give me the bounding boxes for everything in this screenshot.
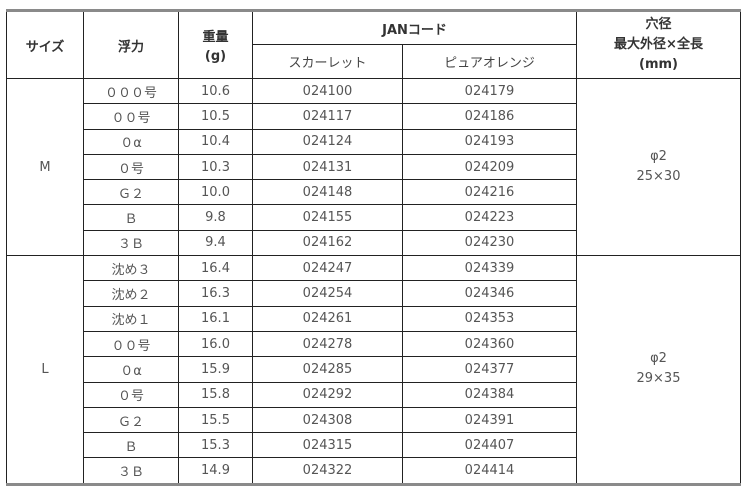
table-row: ０α 10.4 024124 024193 <box>7 128 741 155</box>
scarlet-jan-cell: 024322 <box>252 457 403 485</box>
table-row: ０号 15.8 024292 024384 <box>7 381 741 408</box>
buoyancy-cell: 沈め２ <box>83 280 179 307</box>
header-buoyancy: 浮力 <box>83 10 179 79</box>
table-row: ３Ｂ 9.4 024162 024230 <box>7 229 741 257</box>
size-cell: L <box>6 255 84 485</box>
table-row: 沈め１ 16.1 024261 024353 <box>7 305 741 332</box>
scarlet-jan-cell: 024148 <box>252 179 403 206</box>
table-row: ３Ｂ 14.9 024322 024414 <box>7 457 741 485</box>
orange-jan-cell: 024209 <box>402 153 577 181</box>
buoyancy-cell: 沈め１ <box>83 305 179 332</box>
size-cell: M <box>6 77 84 257</box>
weight-cell: 16.3 <box>178 280 253 307</box>
buoyancy-cell: ０α <box>83 128 179 155</box>
header-hole-line3: (mm) <box>639 57 678 72</box>
spec-table: サイズ 浮力 重量 (g) JANコード 穴径 最大外径×全長 (mm) スカー… <box>6 9 741 486</box>
weight-cell: 15.5 <box>178 406 253 434</box>
scarlet-jan-cell: 024124 <box>252 128 403 155</box>
orange-jan-cell: 024391 <box>402 406 577 434</box>
weight-cell: 16.0 <box>178 330 253 358</box>
hole-cell: φ2 25×30 <box>576 77 741 257</box>
orange-jan-cell: 024179 <box>402 77 577 105</box>
hole-cell: φ2 29×35 <box>576 255 741 485</box>
buoyancy-cell: ０号 <box>83 381 179 408</box>
buoyancy-cell: 沈め３ <box>83 255 179 282</box>
buoyancy-cell: ３Ｂ <box>83 457 179 485</box>
scarlet-jan-cell: 024117 <box>252 103 403 130</box>
weight-cell: 10.3 <box>178 153 253 181</box>
buoyancy-cell: Ｂ <box>83 432 179 459</box>
header-hole-line1: 穴径 <box>645 17 672 32</box>
header-weight-unit: (g) <box>204 49 227 64</box>
orange-jan-cell: 024186 <box>402 103 577 130</box>
table-row: M ０００号 10.6 024100 024179 φ2 25×30 <box>6 77 741 257</box>
orange-jan-cell: 024339 <box>402 255 577 282</box>
orange-jan-cell: 024384 <box>402 381 577 408</box>
scarlet-jan-cell: 024292 <box>252 381 403 408</box>
weight-cell: 9.4 <box>178 229 253 257</box>
buoyancy-cell: ０００号 <box>83 77 179 105</box>
scarlet-jan-cell: 024131 <box>252 153 403 181</box>
scarlet-jan-cell: 024308 <box>252 406 403 434</box>
weight-cell: 10.6 <box>178 77 253 105</box>
table-row: Ｂ 15.3 024315 024407 <box>7 432 741 459</box>
buoyancy-cell: Ｂ <box>83 204 179 231</box>
weight-cell: 15.3 <box>178 432 253 459</box>
buoyancy-cell: Ｇ２ <box>83 179 179 206</box>
hole-diameter: φ2 <box>650 149 667 165</box>
scarlet-jan-cell: 024261 <box>252 305 403 332</box>
weight-cell: 10.5 <box>178 103 253 130</box>
table-row: Ｂ 9.8 024155 024223 <box>7 204 741 231</box>
header-scarlet: スカーレット <box>252 44 403 79</box>
header-pure-orange: ピュアオレンジ <box>402 44 577 79</box>
dimensions: 29×35 <box>636 371 681 387</box>
buoyancy-cell: ００号 <box>83 103 179 130</box>
scarlet-jan-cell: 024254 <box>252 280 403 307</box>
table-row: Ｇ２ 15.5 024308 024391 <box>7 406 741 434</box>
weight-cell: 9.8 <box>178 204 253 231</box>
orange-jan-cell: 024353 <box>402 305 577 332</box>
weight-cell: 15.9 <box>178 356 253 383</box>
scarlet-jan-cell: 024100 <box>252 77 403 105</box>
weight-cell: 16.1 <box>178 305 253 332</box>
weight-cell: 10.4 <box>178 128 253 155</box>
scarlet-jan-cell: 024315 <box>252 432 403 459</box>
orange-jan-cell: 024346 <box>402 280 577 307</box>
scarlet-jan-cell: 024162 <box>252 229 403 257</box>
weight-cell: 14.9 <box>178 457 253 485</box>
dimensions: 25×30 <box>636 169 681 185</box>
scarlet-jan-cell: 024278 <box>252 330 403 358</box>
buoyancy-cell: ０α <box>83 356 179 383</box>
weight-cell: 16.4 <box>178 255 253 282</box>
table-row: ００号 10.5 024117 024186 <box>7 103 741 130</box>
scarlet-jan-cell: 024155 <box>252 204 403 231</box>
buoyancy-cell: ０号 <box>83 153 179 181</box>
scarlet-jan-cell: 024285 <box>252 356 403 383</box>
table-row: ０号 10.3 024131 024209 <box>7 153 741 181</box>
orange-jan-cell: 024230 <box>402 229 577 257</box>
orange-jan-cell: 024216 <box>402 179 577 206</box>
orange-jan-cell: 024223 <box>402 204 577 231</box>
scarlet-jan-cell: 024247 <box>252 255 403 282</box>
weight-cell: 10.0 <box>178 179 253 206</box>
buoyancy-cell: Ｇ２ <box>83 406 179 434</box>
table-row: Ｇ２ 10.0 024148 024216 <box>7 179 741 206</box>
table-row: L 沈め３ 16.4 024247 024339 φ2 29×35 <box>6 255 741 485</box>
orange-jan-cell: 024193 <box>402 128 577 155</box>
header-weight-label: 重量 <box>202 30 229 45</box>
hole-diameter: φ2 <box>650 351 667 367</box>
weight-cell: 15.8 <box>178 381 253 408</box>
orange-jan-cell: 024407 <box>402 432 577 459</box>
buoyancy-cell: ３Ｂ <box>83 229 179 257</box>
orange-jan-cell: 024377 <box>402 356 577 383</box>
buoyancy-cell: ００号 <box>83 330 179 358</box>
table-row: 沈め２ 16.3 024254 024346 <box>7 280 741 307</box>
orange-jan-cell: 024414 <box>402 457 577 485</box>
header-size: サイズ <box>6 10 84 79</box>
header-weight: 重量 (g) <box>178 10 253 79</box>
orange-jan-cell: 024360 <box>402 330 577 358</box>
header-jan: JANコード <box>252 10 577 45</box>
header-hole: 穴径 最大外径×全長 (mm) <box>576 10 741 79</box>
header-hole-line2: 最大外径×全長 <box>614 37 703 52</box>
